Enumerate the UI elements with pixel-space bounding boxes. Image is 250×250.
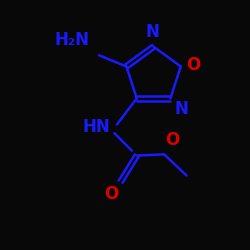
Text: N: N <box>146 23 159 41</box>
Text: O: O <box>104 186 118 204</box>
Text: HN: HN <box>83 118 111 136</box>
Text: O: O <box>186 56 200 74</box>
Text: H₂N: H₂N <box>54 31 89 49</box>
Text: N: N <box>175 100 189 118</box>
Text: O: O <box>166 131 180 149</box>
